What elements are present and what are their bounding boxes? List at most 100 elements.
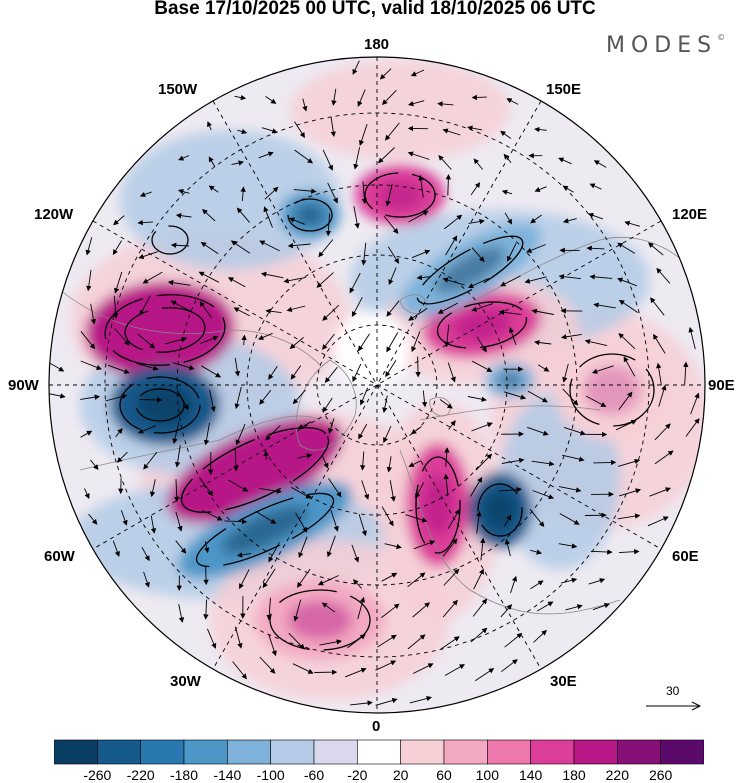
colorbar-bin (400, 739, 445, 765)
wind-arrow (114, 271, 123, 294)
wind-arrow (558, 273, 581, 280)
wind-arrow (377, 147, 395, 164)
wind-arrow (361, 480, 370, 500)
wind-arrow (347, 634, 366, 649)
wind-arrow (442, 538, 458, 557)
wind-arrow (317, 575, 339, 586)
wind-arrow (292, 663, 314, 674)
wind-arrow (530, 214, 542, 224)
wind-arrow (388, 267, 397, 286)
wind-arrow (143, 451, 158, 470)
colorbar-label: -260 (83, 767, 112, 783)
wind-arrow (201, 365, 222, 378)
wind-arrow (358, 333, 370, 352)
wind-arrow (558, 157, 572, 165)
wind-arrow (359, 387, 369, 406)
wind-arrow (504, 212, 513, 225)
wind-arrow (381, 506, 394, 527)
wind-arrow (443, 473, 449, 497)
reference-vector (646, 701, 702, 711)
wind-arrow (289, 337, 304, 349)
wind-arrow (294, 121, 305, 138)
wind-arrow (236, 207, 250, 223)
wind-arrow (231, 160, 244, 166)
wind-arrow (617, 513, 641, 520)
wind-arrow (268, 542, 280, 563)
height-contour (180, 427, 330, 513)
wind-arrow (421, 390, 428, 408)
wind-arrow (506, 98, 519, 105)
wind-arrow (447, 509, 460, 529)
wind-arrow (589, 274, 613, 280)
wind-arrow (112, 295, 119, 319)
wind-arrow (501, 189, 513, 195)
wind-arrow (471, 303, 494, 312)
wind-arrow (105, 393, 128, 402)
wind-arrow (263, 206, 273, 228)
wind-arrow (234, 386, 242, 410)
colorbar-label: 20 (392, 767, 409, 783)
wind-arrow (384, 122, 400, 141)
wind-arrow (209, 389, 216, 413)
wind-arrow (408, 210, 429, 223)
wind-arrow (321, 602, 336, 613)
copyright-mark: © (717, 33, 726, 42)
wind-arrow (293, 188, 317, 194)
wind-arrow (656, 362, 662, 386)
colorbar-bin (270, 739, 315, 765)
wind-arrow (407, 151, 430, 160)
wind-arrow (471, 247, 485, 263)
wind-arrow (264, 186, 279, 200)
wind-arrow (207, 121, 213, 131)
wind-arrow (476, 510, 482, 534)
wind-arrow (200, 335, 219, 344)
wind-arrow (352, 60, 360, 75)
wind-arrow (472, 598, 488, 617)
wind-arrow (536, 601, 554, 612)
wind-arrow (534, 339, 552, 346)
colorbar-label: -20 (347, 767, 368, 783)
wind-arrow (501, 457, 525, 464)
wind-arrow (175, 212, 192, 219)
wind-arrow (593, 302, 616, 309)
wind-arrow (170, 242, 190, 248)
wind-arrow (467, 125, 483, 131)
wind-arrow (288, 217, 305, 225)
wind-arrow (86, 269, 92, 292)
wind-arrow (411, 331, 421, 353)
wind-arrow (498, 486, 522, 493)
wind-arrow (593, 459, 617, 466)
wind-arrow (224, 518, 248, 525)
wind-arrow (471, 94, 487, 101)
wind-arrow (410, 69, 425, 77)
wind-arrow (327, 182, 338, 204)
greenland-coast (295, 359, 357, 451)
wind-arrow (239, 569, 250, 590)
wind-arrow (293, 599, 302, 622)
wind-arrow (80, 331, 96, 350)
wind-arrow (618, 488, 642, 497)
wind-arrow (324, 366, 338, 383)
modes-logo: MODES© (606, 33, 725, 58)
longitude-label-180: 180 (364, 36, 390, 53)
wind-arrow (618, 299, 639, 313)
wind-arrow (558, 543, 578, 549)
wind-arrow (358, 423, 368, 440)
wind-arrow (175, 511, 183, 532)
wind-arrow (444, 324, 450, 348)
wind-arrow (167, 280, 191, 286)
anomaly-core-blue-alaska (295, 203, 325, 227)
wind-arrow (353, 147, 361, 170)
wind-arrow (615, 419, 637, 431)
wind-arrow (175, 540, 187, 554)
colorbar-label: 220 (605, 767, 630, 783)
height-contour (104, 294, 226, 366)
wind-arrow (500, 604, 513, 618)
wind-arrow (562, 388, 579, 406)
wind-arrow (330, 509, 339, 532)
wind-arrow (259, 656, 276, 674)
wind-arrow (288, 632, 305, 650)
wind-arrow (350, 700, 373, 706)
wind-arrow (617, 277, 638, 287)
logo-text: MODES (606, 33, 718, 58)
